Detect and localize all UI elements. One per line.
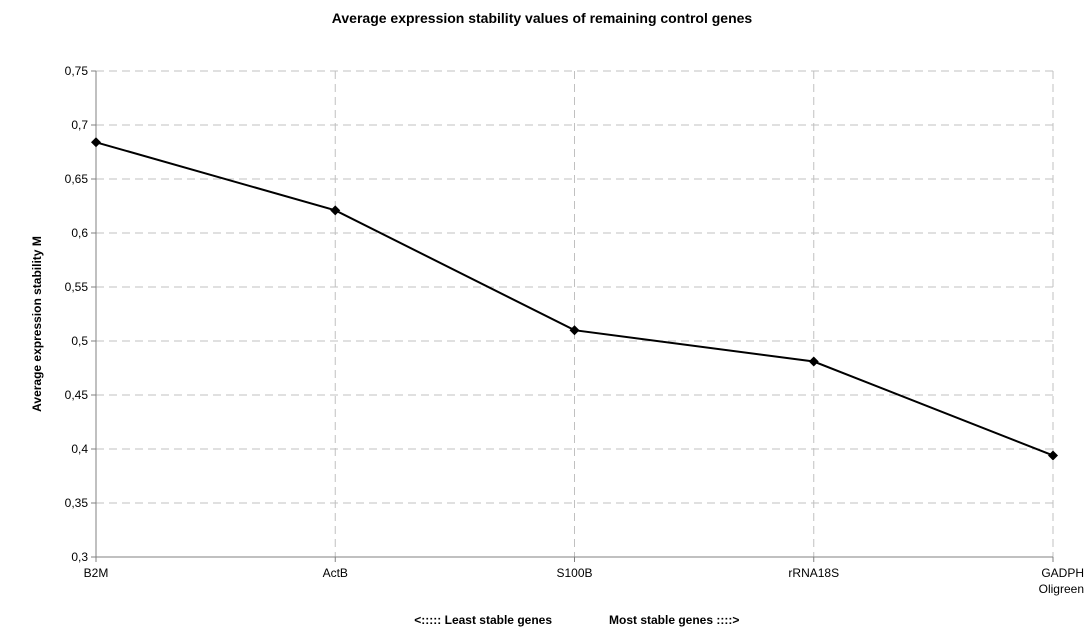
- x-tick-label: GADPH Oligreen: [1039, 566, 1084, 596]
- chart-title: Average expression stability values of r…: [332, 10, 753, 26]
- y-tick-labels: 0,3 0,35 0,4 0,45 0,5 0,55 0,6 0,65 0,7 0,75: [65, 64, 89, 564]
- y-tick-label: 0,35: [65, 496, 89, 510]
- y-tick-label: 0,75: [65, 64, 89, 78]
- y-axis-label: Average expression stability M: [30, 236, 44, 412]
- y-tick-label: 0,45: [65, 388, 89, 402]
- x-tick-label: S100B: [556, 566, 592, 580]
- data-point-marker: [569, 325, 580, 336]
- series: [91, 137, 1058, 461]
- x-tick-label: rRNA18S: [788, 566, 839, 580]
- y-tick-label: 0,5: [71, 334, 88, 348]
- axes: [91, 70, 1054, 562]
- x-tick-labels: B2M ActB S100B rRNA18S GADPH Oligreen: [84, 566, 1084, 596]
- y-tick-label: 0,3: [71, 550, 88, 564]
- x-axis-label-right: Most stable genes ::::>: [609, 613, 739, 627]
- y-tick-label: 0,55: [65, 280, 89, 294]
- data-point-marker: [330, 205, 341, 216]
- gridlines: [96, 70, 1054, 557]
- data-point-marker: [91, 137, 101, 148]
- data-point-marker: [1048, 450, 1058, 461]
- y-tick-label: 0,65: [65, 172, 89, 186]
- y-tick-label: 0,7: [71, 118, 88, 132]
- x-tick-label: B2M: [84, 566, 109, 580]
- x-axis-label-left: <::::: Least stable genes: [414, 613, 552, 627]
- y-tick-label: 0,4: [71, 442, 88, 456]
- y-tick-label: 0,6: [71, 226, 88, 240]
- data-point-marker: [808, 356, 819, 367]
- x-tick-label: ActB: [323, 566, 348, 580]
